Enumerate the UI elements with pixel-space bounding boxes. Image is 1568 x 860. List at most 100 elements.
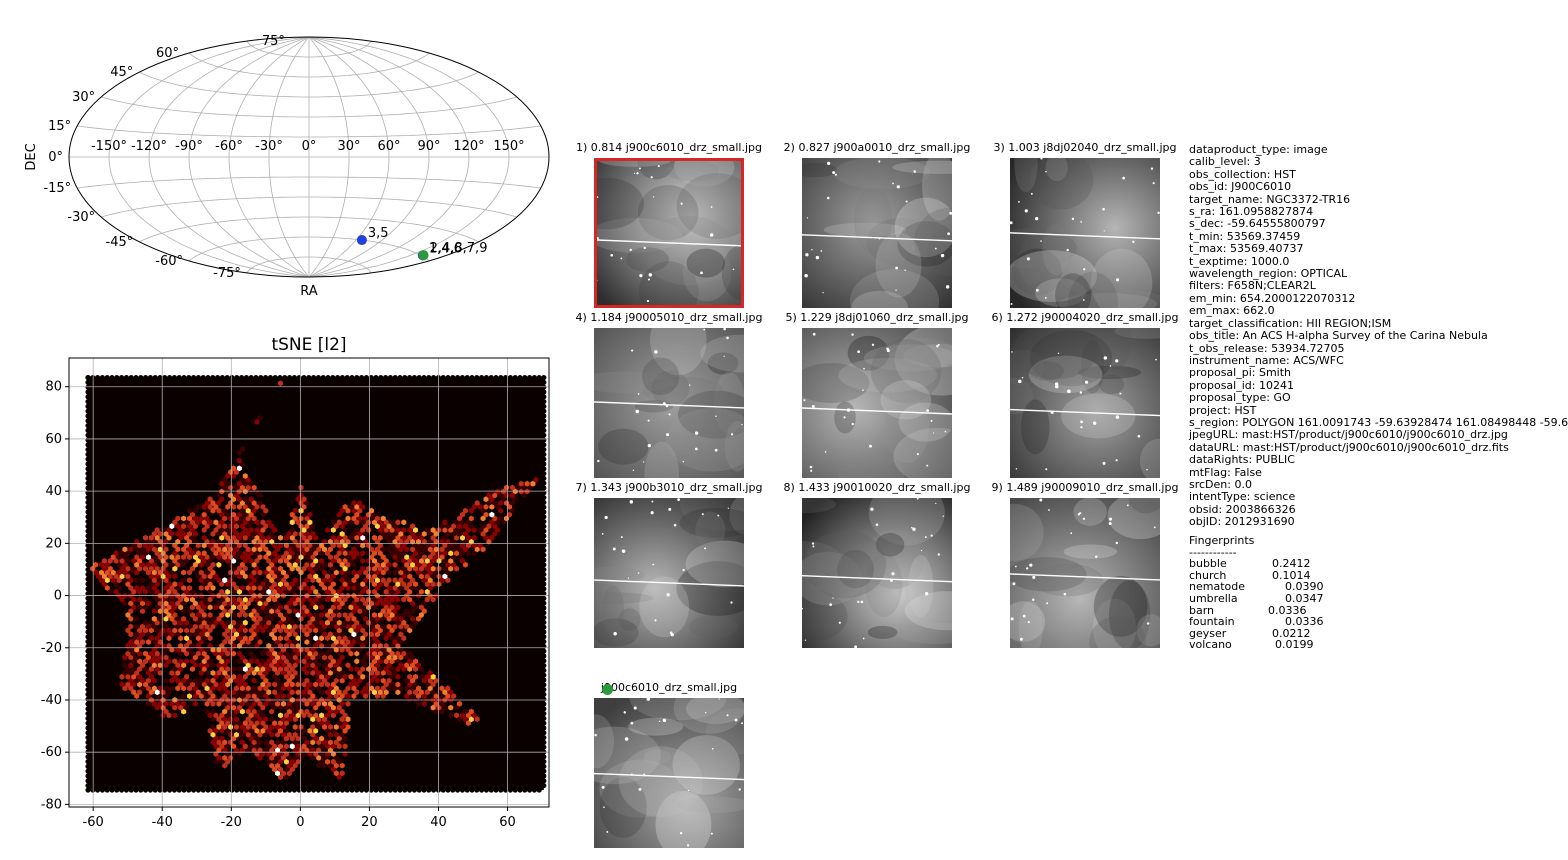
thumbnail-image[interactable] — [1010, 498, 1160, 648]
hexbin-cell — [216, 507, 222, 514]
thumbnail-image[interactable] — [802, 328, 952, 478]
nebula-cloud — [1031, 563, 1104, 597]
query-image[interactable] — [594, 698, 744, 848]
hexbin-cell — [140, 631, 146, 638]
hexbin-cell — [445, 523, 451, 530]
hexbin-cell — [295, 581, 301, 587]
hexbin-cell — [445, 693, 451, 699]
hexbin-cell — [313, 542, 319, 549]
hexbin-cell — [143, 627, 148, 634]
hexbin-cell — [207, 558, 213, 564]
hex-edge — [85, 533, 91, 539]
hexbin-cell — [289, 550, 295, 557]
hex-edge — [358, 787, 365, 793]
hexbin-cell — [369, 662, 374, 669]
hexbin-cell — [342, 527, 348, 533]
hexbin-cell — [492, 531, 498, 537]
hexbin-cell — [330, 635, 336, 642]
star — [631, 349, 634, 352]
star — [1035, 217, 1039, 221]
hexbin-cell — [304, 693, 310, 699]
hexbin-cell — [374, 600, 380, 607]
hex-edge — [195, 374, 201, 381]
thumbnail-image[interactable] — [1010, 328, 1160, 478]
hexbin-cell — [322, 670, 328, 676]
hexbin-cell — [181, 531, 187, 537]
hexbin-cell — [398, 554, 404, 560]
hexbin-cell — [336, 542, 342, 549]
hexbin-cell — [207, 612, 213, 618]
hexbin-cell — [366, 650, 372, 657]
hex-edge — [85, 576, 91, 582]
thumbnail-image[interactable] — [802, 498, 952, 648]
nebula-background — [802, 158, 952, 308]
hexbin-cell — [342, 735, 348, 742]
hexbin-cell — [336, 635, 342, 642]
hexbin-cell — [204, 700, 210, 707]
hexbin-cell — [216, 546, 222, 553]
hexbin-cell — [451, 554, 457, 560]
thumbnail-image[interactable] — [802, 158, 952, 308]
hexbin-cell — [272, 666, 278, 672]
chip-gap-line — [594, 772, 744, 781]
hexbin-cell — [189, 689, 195, 696]
hexbin-cell — [225, 743, 231, 750]
hexbin-cell — [201, 504, 207, 510]
hexbin-cell — [395, 673, 401, 680]
hexbin-cell — [383, 519, 389, 526]
nebula-cloud — [1090, 248, 1153, 308]
hexbin-cell — [330, 565, 336, 572]
hex-edge — [190, 787, 197, 793]
thumbnail-image[interactable] — [594, 328, 744, 478]
hexbin-cell — [298, 585, 304, 591]
hexbin-cell — [310, 546, 316, 553]
star — [666, 592, 670, 597]
hexbin-cell — [354, 534, 360, 541]
hexbin-cell — [219, 596, 225, 603]
star — [1063, 592, 1067, 596]
hexbin-cell — [187, 523, 192, 530]
hexbin-cell — [342, 712, 348, 719]
hexbin-cell — [216, 600, 222, 607]
hexbin-cell — [313, 596, 319, 603]
hexbin-cell — [239, 461, 245, 468]
hexbin-cell — [313, 573, 319, 580]
hexbin-cell — [348, 558, 354, 564]
hexbin-cell — [272, 534, 278, 541]
sky-map: -150° -120° -90° -60° -30° 0° 30° 60° 90° 120° 150… — [24, 34, 550, 299]
hexbin-cell — [407, 673, 413, 680]
thumbnail-image[interactable] — [594, 158, 744, 308]
hexbin-cell — [509, 500, 515, 506]
thumbnail-image[interactable] — [1010, 158, 1160, 308]
hexbin-cell — [366, 619, 372, 626]
hexbin-cell — [283, 619, 289, 626]
hexbin-cell — [360, 519, 366, 526]
hex-edge — [541, 686, 547, 693]
nebula-cloud — [1045, 158, 1068, 182]
thumbnail-image[interactable] — [594, 498, 744, 648]
hexbin-cell — [410, 577, 416, 584]
hexbin-cell — [154, 650, 160, 657]
nebula-cloud — [802, 498, 836, 514]
hexbin-cell — [371, 558, 377, 564]
hexbin-cell — [313, 627, 319, 634]
fingerprint-row: fountain 0.0336 — [1189, 616, 1324, 628]
hexbin-cell — [201, 527, 207, 533]
star — [715, 415, 717, 418]
hexbin-cell — [248, 550, 254, 557]
hexbin-cell — [134, 615, 140, 622]
hexbin-cell — [242, 550, 248, 557]
hexbin-cell — [351, 685, 357, 692]
hexbin-cell — [322, 561, 328, 568]
hexbin-cell — [436, 558, 442, 564]
hexbin-cell — [134, 654, 140, 661]
hexbin-cell — [336, 758, 342, 765]
hexbin-cell — [231, 588, 237, 595]
hexbin-cell — [225, 473, 231, 479]
hexbin-cell — [207, 681, 213, 688]
hexbin-cell — [465, 542, 471, 549]
hexbin-cell — [462, 546, 468, 553]
nebula-cloud — [688, 615, 738, 638]
hexbin-cell — [325, 743, 330, 750]
hex-edge — [142, 787, 149, 793]
